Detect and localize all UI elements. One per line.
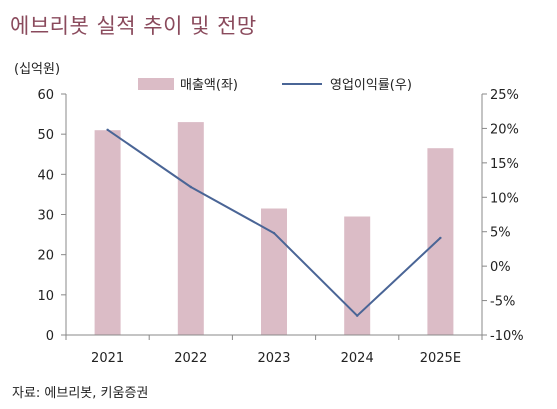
line-point-2023 [272,231,276,235]
right-tick-label: -10% [490,329,524,344]
source-note: 자료: 에브리봇, 키움증권 [12,386,149,401]
left-tick-label: 40 [37,168,54,183]
x-tick-label: 2021 [91,351,124,366]
right-tick-label: 20% [490,122,519,137]
line-point-2024 [356,314,359,317]
right-tick-label: 10% [490,191,519,206]
line-point-2022 [189,185,192,189]
x-tick-label: 2023 [257,351,290,366]
right-tick-label: 15% [490,157,519,172]
chart-title: 에브리봇 실적 추이 및 전망 [10,14,257,38]
line-point-2021 [106,128,109,131]
axes: 0 10 20 30 40 50 60 -10% -5% 0% 5% 10% 15% 20% 25% 2021… [37,88,523,366]
left-tick-label: 20 [37,249,54,264]
legend: 매출액(좌) 영업이익률(우) [138,78,412,93]
bar-2024 [344,216,371,335]
legend-label-sales: 매출액(좌) [180,78,238,93]
right-tick-label: 25% [490,88,519,103]
left-tick-label: 50 [37,128,54,143]
x-tick-label: 2025E [420,351,461,366]
bar-series [94,122,454,335]
right-tick-label: 0% [490,260,511,275]
bar-2022 [177,122,204,335]
legend-swatch-sales [138,78,174,90]
left-tick-label: 30 [37,209,54,224]
right-tick-label: -5% [490,295,515,310]
left-tick-label: 60 [37,88,54,103]
line-point-2025E [439,236,442,240]
left-tick-label: 0 [46,329,54,344]
legend-label-margin: 영업이익률(우) [330,78,412,93]
x-tick-label: 2022 [174,351,207,366]
left-axis-unit: (십억원) [14,62,61,77]
right-tick-label: 5% [490,226,511,241]
left-tick-label: 10 [37,289,54,304]
bar-2025E [427,148,454,335]
line-series [106,128,442,317]
bar-2023 [261,208,287,335]
bar-2021 [94,130,121,335]
x-tick-label: 2024 [341,351,374,366]
